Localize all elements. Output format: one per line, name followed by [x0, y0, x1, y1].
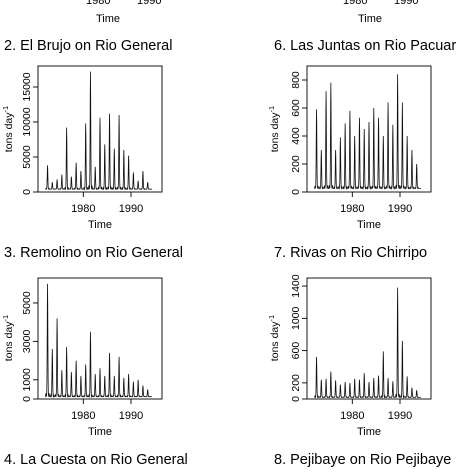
panel-1-xtick-label-1980: 1980 — [340, 203, 364, 215]
panel-3-xtick-label-1980: 1980 — [340, 410, 364, 422]
title-pejibaye: 8. Pejibaye on Rio Pejibaye — [274, 452, 452, 468]
panel-3-xlabel: Time — [357, 426, 381, 438]
panel-3-ylabel: tons day-1 — [267, 315, 281, 361]
panel-1-ylabel: tons day-1 — [267, 106, 281, 152]
panel-0-ytick-label-10000: 10000 — [21, 107, 33, 136]
top-left-tick-1990: 1990 — [137, 0, 162, 7]
panel-2-ytick-label-3000: 3000 — [21, 330, 33, 354]
title-remolino: 3. Remolino on Rio General — [4, 245, 183, 261]
panel-3-ytick-label-1000: 1000 — [290, 306, 302, 330]
panel-2-ytick-label-1000: 1000 — [21, 368, 33, 392]
panel-1-ytick-label-400: 400 — [290, 127, 302, 145]
panel-3-series-line — [314, 287, 421, 399]
top-right-tick-1980: 1980 — [343, 0, 368, 7]
top-left-tick-1980: 1980 — [86, 0, 111, 7]
panel-0-frame — [37, 65, 163, 193]
panel-3-ytick-label-200: 200 — [290, 374, 302, 392]
top-left-xlabel: Time — [96, 13, 121, 25]
panel-1-xtick-label-1990: 1990 — [388, 203, 412, 215]
panel-2-xtick-label-1990: 1990 — [119, 410, 143, 422]
panel-2-ylabel: tons day-1 — [1, 315, 15, 361]
panel-2-series-line — [44, 283, 152, 399]
panel-0-ytick-label-15000: 15000 — [21, 72, 33, 101]
panel-2-xtick-label-1980: 1980 — [71, 410, 95, 422]
title-las-juntas: 6. Las Juntas on Rio Pacuar — [274, 38, 457, 54]
title-rivas: 7. Rivas on Rio Chirripo — [274, 245, 428, 261]
panel-0-xlabel: Time — [88, 219, 112, 231]
top-right-xlabel: Time — [358, 13, 383, 25]
panel-2-ytick-label-0: 0 — [21, 396, 33, 402]
panel-3-frame — [306, 277, 432, 400]
panel-0-xtick-label-1990: 1990 — [119, 203, 143, 215]
panel-3-ytick-label-600: 600 — [290, 342, 302, 360]
panel-2-frame — [37, 277, 163, 400]
panel-0-xtick-label-1980: 1980 — [71, 203, 95, 215]
title-la-cuesta: 4. La Cuesta on Rio General — [4, 452, 188, 468]
panel-3-xtick-label-1990: 1990 — [388, 410, 412, 422]
panel-1-ytick-label-600: 600 — [290, 99, 302, 117]
panel-1-frame — [306, 65, 432, 193]
panel-3-ytick-label-0: 0 — [290, 396, 302, 402]
panel-1-series-line — [314, 74, 421, 191]
panel-1-ytick-label-0: 0 — [290, 189, 302, 195]
panel-1-ytick-label-200: 200 — [290, 155, 302, 173]
panel-2-ytick-label-5000: 5000 — [21, 291, 33, 315]
panel-0-series-line — [45, 71, 152, 191]
top-right-tick-1990: 1990 — [394, 0, 419, 7]
panel-0-ylabel: tons day-1 — [1, 106, 15, 152]
panel-0-ytick-label-5000: 5000 — [21, 145, 33, 169]
panel-3-ytick-label-1400: 1400 — [290, 274, 302, 298]
panel-2-xlabel: Time — [88, 426, 112, 438]
panel-0-ytick-label-0: 0 — [21, 189, 33, 195]
title-el-brujo: 2. El Brujo on Rio General — [4, 38, 173, 54]
panel-1-xlabel: Time — [357, 219, 381, 231]
panel-1-ytick-label-800: 800 — [290, 71, 302, 89]
